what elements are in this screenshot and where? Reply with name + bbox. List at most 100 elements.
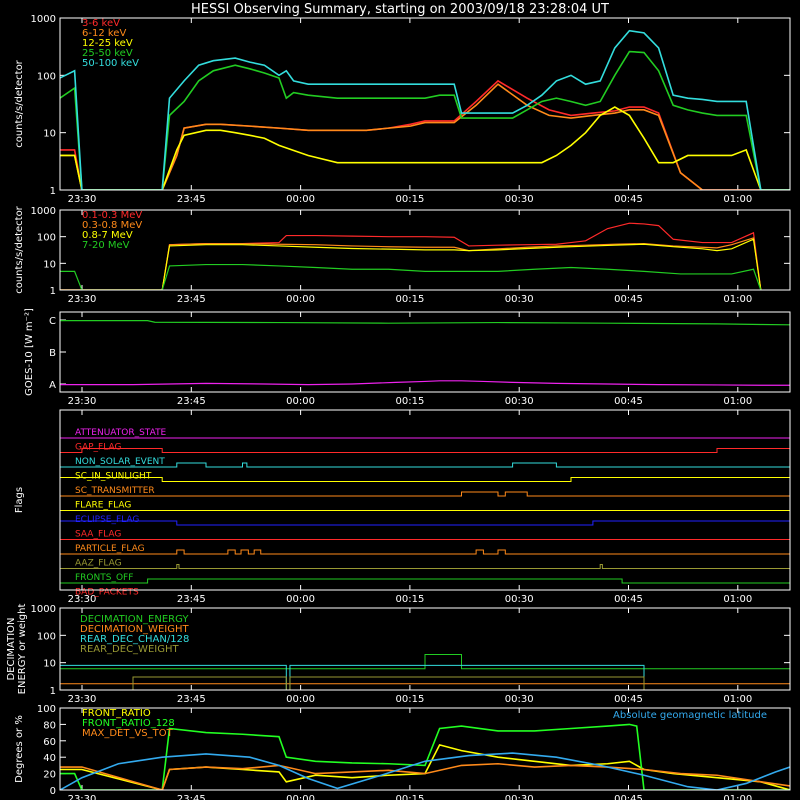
x-tick-label: 23:45 bbox=[177, 294, 206, 305]
panel-frame bbox=[59, 707, 791, 791]
y-tick-label: 1 bbox=[50, 186, 56, 197]
x-tick-label: 23:45 bbox=[177, 694, 206, 705]
y-tick-label: 0 bbox=[50, 786, 56, 797]
y-tick-label: 20 bbox=[43, 770, 56, 781]
x-tick-label: 00:15 bbox=[395, 594, 424, 605]
flag-label: GAP_FLAG bbox=[75, 443, 121, 453]
legend-label: 6-12 keV bbox=[82, 28, 126, 39]
x-tick-label: 01:00 bbox=[723, 396, 752, 407]
x-tick-label: 23:45 bbox=[177, 396, 206, 407]
x-tick-label: 00:45 bbox=[614, 594, 643, 605]
flag-series bbox=[60, 477, 790, 482]
x-tick-label: 00:00 bbox=[286, 694, 315, 705]
flag-series bbox=[60, 491, 790, 497]
x-tick-label: 00:30 bbox=[505, 294, 534, 305]
flag-label: PARTICLE_FLAG bbox=[75, 544, 145, 554]
y-tick-label: 100 bbox=[37, 704, 56, 715]
legend-label: REAR_DEC_CHAN/128 bbox=[80, 634, 189, 645]
series-line bbox=[60, 320, 790, 326]
flag-series bbox=[60, 549, 790, 555]
series-line bbox=[60, 83, 790, 190]
y-tick-label: 1 bbox=[50, 286, 56, 297]
y-tick-label: 60 bbox=[43, 737, 56, 748]
x-tick-label: 00:45 bbox=[614, 194, 643, 205]
panel-frame bbox=[59, 607, 791, 691]
x-tick-label: 00:00 bbox=[286, 594, 315, 605]
x-tick-label: 00:30 bbox=[505, 794, 534, 800]
legend-label: 0.3-0.8 MeV bbox=[82, 220, 142, 231]
y-axis-label: ENERGY or weight bbox=[17, 604, 28, 695]
x-tick-label: 00:30 bbox=[505, 396, 534, 407]
legend-label: 25-50 keV bbox=[82, 48, 133, 59]
flag-label: BAD_PACKETS bbox=[75, 588, 139, 598]
series-line bbox=[60, 106, 790, 190]
y-tick-label: 1 bbox=[50, 686, 56, 697]
y-axis-label: DECIMATION bbox=[6, 617, 17, 680]
x-tick-label: 23:45 bbox=[177, 194, 206, 205]
flag-series bbox=[60, 578, 790, 584]
legend-label: 0.1-0.3 MeV bbox=[82, 210, 142, 221]
series-line bbox=[60, 653, 790, 670]
legend-label: 50-100 keV bbox=[82, 58, 139, 69]
legend-label: Absolute geomagnetic latitude bbox=[613, 710, 767, 721]
y-axis-label: Degrees or % bbox=[14, 715, 25, 783]
y-axis-label: Flags bbox=[14, 487, 25, 513]
y-axis-label: counts/s/detector bbox=[14, 205, 25, 293]
panel-frame bbox=[59, 209, 791, 291]
figure-title: HESSI Observing Summary, starting on 200… bbox=[191, 2, 609, 17]
flag-label: SC_TRANSMITTER bbox=[75, 486, 155, 496]
legend-label: 12-25 keV bbox=[82, 38, 133, 49]
y-tick-label: 100 bbox=[37, 631, 56, 642]
flag-label: SAA_FLAG bbox=[75, 530, 121, 540]
x-tick-label: 01:00 bbox=[723, 294, 752, 305]
x-tick-label: 23:45 bbox=[177, 594, 206, 605]
x-tick-label: 01:00 bbox=[723, 594, 752, 605]
x-tick-label: 00:00 bbox=[286, 794, 315, 800]
legend-label: FRONT_RATIO_128 bbox=[82, 718, 175, 729]
flag-series bbox=[60, 448, 790, 453]
y-tick-label: 10 bbox=[43, 659, 56, 670]
flag-series bbox=[60, 564, 790, 569]
x-tick-label: 00:15 bbox=[395, 294, 424, 305]
flag-series bbox=[60, 594, 790, 598]
y-tick-label: A bbox=[49, 380, 56, 391]
x-tick-label: 00:30 bbox=[505, 694, 534, 705]
y-tick-label: 80 bbox=[43, 720, 56, 731]
series-line bbox=[60, 238, 762, 290]
y-tick-label: 1000 bbox=[31, 604, 56, 615]
x-tick-label: 23:30 bbox=[68, 194, 97, 205]
legend-label: DECIMATION_WEIGHT bbox=[80, 624, 189, 635]
legend-label: 0.8-7 MeV bbox=[82, 230, 133, 241]
flag-label: ECLIPSE_FLAG bbox=[75, 515, 139, 525]
x-tick-label: 23:30 bbox=[68, 396, 97, 407]
legend-label: REAR_DEC_WEIGHT bbox=[80, 644, 179, 655]
series-line bbox=[60, 29, 790, 190]
flag-series bbox=[60, 462, 790, 468]
flag-label: NON_SOLAR_EVENT bbox=[75, 457, 165, 467]
x-tick-label: 00:15 bbox=[395, 694, 424, 705]
x-tick-label: 23:45 bbox=[177, 794, 206, 800]
x-tick-label: 01:00 bbox=[723, 694, 752, 705]
x-tick-label: 00:00 bbox=[286, 194, 315, 205]
y-tick-label: 100 bbox=[37, 71, 56, 82]
x-tick-label: 00:15 bbox=[395, 396, 424, 407]
series-line bbox=[60, 380, 790, 386]
legend-label: DECIMATION_ENERGY bbox=[80, 614, 189, 625]
flag-label: AAZ_FLAG bbox=[75, 559, 122, 569]
x-tick-label: 00:15 bbox=[395, 194, 424, 205]
y-axis-label: GOES-10 [W m⁻²] bbox=[24, 308, 35, 396]
x-tick-label: 23:30 bbox=[68, 594, 97, 605]
series-line bbox=[60, 743, 790, 790]
x-tick-label: 23:30 bbox=[68, 694, 97, 705]
y-tick-label: C bbox=[49, 316, 56, 327]
x-tick-label: 23:30 bbox=[68, 294, 97, 305]
series-line bbox=[60, 263, 762, 290]
flag-series bbox=[60, 520, 790, 526]
series-line bbox=[60, 723, 790, 790]
x-tick-label: 00:00 bbox=[286, 294, 315, 305]
panel-frame bbox=[59, 409, 791, 591]
series-line bbox=[60, 50, 790, 190]
x-tick-label: 01:00 bbox=[723, 194, 752, 205]
series-line bbox=[60, 676, 790, 690]
legend-label: 3-6 keV bbox=[82, 18, 120, 29]
